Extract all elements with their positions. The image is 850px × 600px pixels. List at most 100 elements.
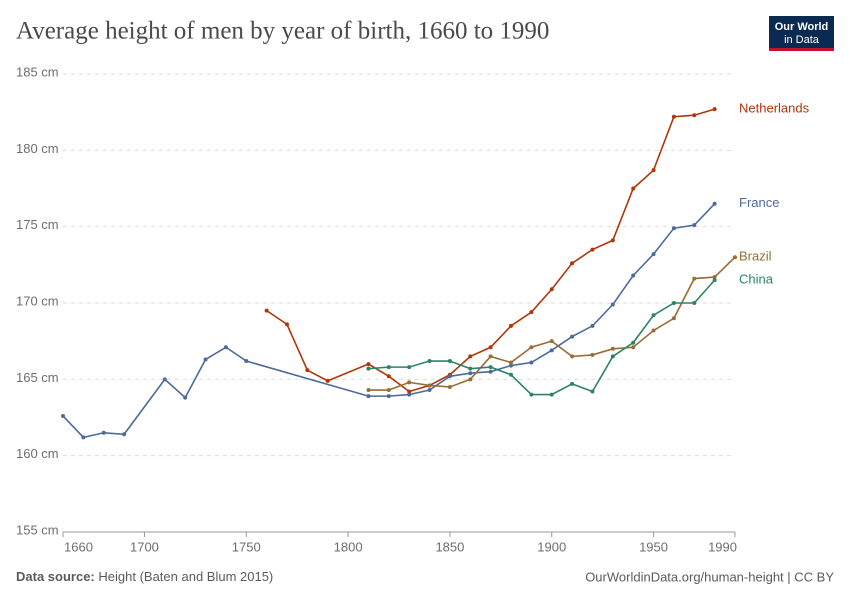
series-line xyxy=(368,256,736,391)
point xyxy=(162,377,167,382)
point xyxy=(549,339,554,344)
point xyxy=(468,366,473,371)
point xyxy=(712,278,717,283)
series-label: China xyxy=(739,272,774,287)
point xyxy=(488,345,493,350)
point xyxy=(305,368,310,373)
point xyxy=(488,354,493,359)
logo-box[interactable] xyxy=(769,16,834,50)
point xyxy=(427,383,432,388)
y-tick-label: 165 cm xyxy=(16,370,59,385)
point xyxy=(407,392,412,397)
point xyxy=(529,345,534,350)
point xyxy=(712,201,717,206)
point xyxy=(447,384,452,389)
chart-title: Average height of men by year of birth, … xyxy=(16,18,549,45)
point xyxy=(407,365,412,370)
point xyxy=(386,365,391,370)
point xyxy=(712,275,717,280)
point xyxy=(570,354,575,359)
point xyxy=(488,365,493,370)
point xyxy=(549,392,554,397)
x-tick-label: 1750 xyxy=(232,539,261,554)
logo-text: Our World xyxy=(775,21,829,33)
point xyxy=(264,308,269,313)
point xyxy=(631,273,636,278)
point xyxy=(692,113,697,118)
point xyxy=(651,313,656,318)
series-label: France xyxy=(739,195,779,210)
point xyxy=(590,389,595,394)
point xyxy=(488,369,493,374)
point xyxy=(386,388,391,393)
point xyxy=(468,371,473,376)
x-tick-label: 1800 xyxy=(334,539,363,554)
series-line xyxy=(368,279,716,396)
point xyxy=(529,360,534,365)
x-tick-label: 1850 xyxy=(435,539,464,554)
y-tick-label: 185 cm xyxy=(16,64,59,79)
point xyxy=(549,287,554,292)
point xyxy=(651,168,656,173)
point xyxy=(590,323,595,328)
point xyxy=(610,238,615,243)
point xyxy=(631,340,636,345)
point xyxy=(610,354,615,359)
point xyxy=(570,334,575,339)
point xyxy=(651,328,656,333)
point xyxy=(570,261,575,266)
point xyxy=(529,310,534,315)
point xyxy=(509,363,513,368)
series-label: Brazil xyxy=(739,249,772,264)
source-label: Data source: xyxy=(16,569,95,584)
credit[interactable]: OurWorldinData.org/human-height | CC BY xyxy=(585,569,834,584)
point xyxy=(325,378,330,383)
point xyxy=(285,322,289,327)
point xyxy=(447,374,452,379)
point xyxy=(366,366,371,371)
point xyxy=(183,395,188,400)
point xyxy=(468,354,473,359)
y-tick-label: 160 cm xyxy=(16,446,59,461)
point xyxy=(122,432,127,437)
point xyxy=(671,226,676,231)
point xyxy=(101,430,106,435)
point xyxy=(407,389,412,394)
point xyxy=(427,359,432,364)
point xyxy=(651,252,656,257)
point xyxy=(692,223,697,228)
series-line xyxy=(62,203,716,439)
point xyxy=(203,357,208,362)
point xyxy=(366,362,371,367)
series-label: Netherlands xyxy=(739,101,810,116)
point xyxy=(244,359,249,364)
x-tick-label: 1950 xyxy=(639,539,668,554)
point xyxy=(509,372,513,377)
y-tick-label: 175 cm xyxy=(16,217,59,232)
x-tick-label: 1700 xyxy=(130,539,159,554)
logo[interactable]: Our World in Data xyxy=(769,16,834,51)
point xyxy=(407,380,412,385)
point xyxy=(366,388,371,393)
logo-bar xyxy=(769,48,834,51)
point xyxy=(671,316,676,321)
point xyxy=(223,345,228,350)
point xyxy=(610,302,615,307)
x-tick-label: 1990 xyxy=(708,539,737,554)
point xyxy=(692,276,697,281)
point xyxy=(366,394,371,399)
point xyxy=(549,348,554,353)
point xyxy=(427,388,432,393)
point xyxy=(671,301,676,305)
series-line xyxy=(266,108,715,393)
logo-text: in Data xyxy=(784,34,820,46)
point xyxy=(590,352,595,357)
point xyxy=(692,301,697,305)
point xyxy=(610,346,615,351)
point xyxy=(81,435,86,440)
source-text: Height (Baten and Blum 2015) xyxy=(98,569,273,584)
point xyxy=(61,413,65,418)
point xyxy=(712,107,717,112)
point xyxy=(386,374,391,379)
